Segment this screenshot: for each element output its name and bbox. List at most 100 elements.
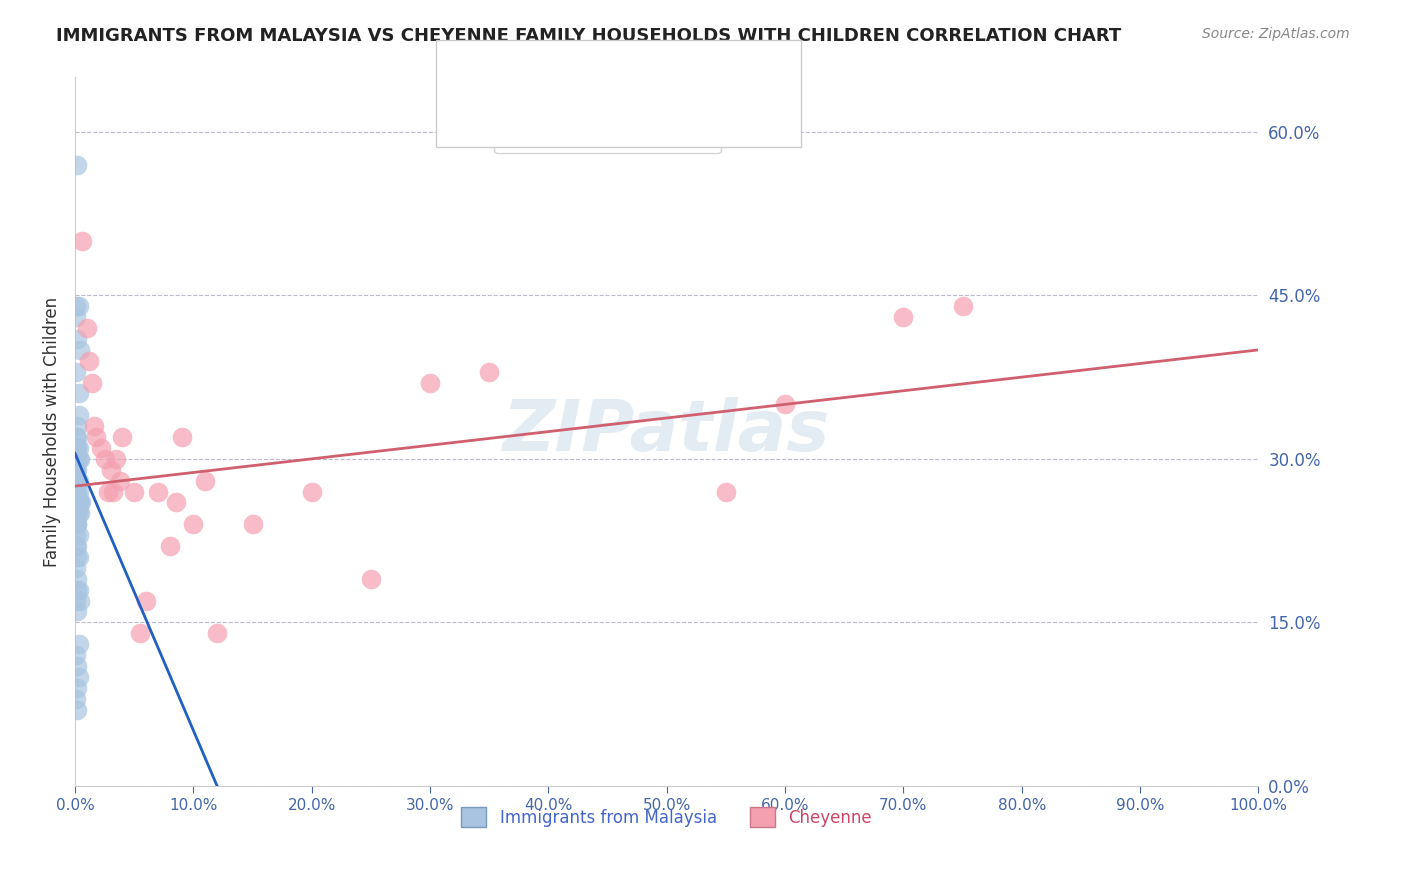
Point bbox=[67, 670, 90, 684]
Point bbox=[65, 648, 87, 662]
Point bbox=[65, 593, 87, 607]
Point bbox=[67, 495, 90, 509]
Point bbox=[66, 517, 89, 532]
Point bbox=[69, 593, 91, 607]
Point bbox=[65, 691, 87, 706]
Point bbox=[714, 484, 737, 499]
Point bbox=[66, 451, 89, 466]
Point bbox=[66, 441, 89, 455]
Point bbox=[90, 441, 112, 455]
Point bbox=[66, 332, 89, 346]
Point bbox=[67, 386, 90, 401]
Point bbox=[893, 310, 915, 325]
Point bbox=[360, 572, 382, 586]
Point bbox=[65, 484, 87, 499]
Point bbox=[66, 463, 89, 477]
Point bbox=[67, 451, 90, 466]
Point bbox=[66, 539, 89, 553]
Point bbox=[65, 365, 87, 379]
Text: Source: ZipAtlas.com: Source: ZipAtlas.com bbox=[1202, 27, 1350, 41]
Point bbox=[66, 572, 89, 586]
Point bbox=[69, 506, 91, 520]
Point bbox=[65, 539, 87, 553]
Point bbox=[69, 495, 91, 509]
Text: ZIPatlas: ZIPatlas bbox=[503, 397, 831, 467]
Point bbox=[67, 549, 90, 564]
Point bbox=[773, 397, 796, 411]
Text: IMMIGRANTS FROM MALAYSIA VS CHEYENNE FAMILY HOUSEHOLDS WITH CHILDREN CORRELATION: IMMIGRANTS FROM MALAYSIA VS CHEYENNE FAM… bbox=[56, 27, 1122, 45]
Point bbox=[66, 681, 89, 695]
Point bbox=[100, 463, 122, 477]
Point bbox=[478, 365, 501, 379]
Point bbox=[65, 561, 87, 575]
Point bbox=[66, 484, 89, 499]
Point bbox=[65, 506, 87, 520]
Point bbox=[65, 463, 87, 477]
Point bbox=[65, 463, 87, 477]
Point bbox=[129, 626, 152, 640]
Point bbox=[77, 353, 100, 368]
Point bbox=[105, 451, 128, 466]
Point bbox=[65, 310, 87, 325]
Point bbox=[67, 506, 90, 520]
Point bbox=[952, 299, 974, 313]
Point bbox=[66, 495, 89, 509]
Point bbox=[101, 484, 124, 499]
Point bbox=[70, 234, 93, 248]
Point bbox=[67, 409, 90, 423]
Point bbox=[70, 495, 93, 509]
Point bbox=[66, 430, 89, 444]
Point bbox=[65, 517, 87, 532]
Point bbox=[93, 451, 115, 466]
Point bbox=[111, 430, 134, 444]
Point bbox=[67, 299, 90, 313]
Point bbox=[66, 419, 89, 434]
Point bbox=[65, 299, 87, 313]
Point bbox=[170, 430, 193, 444]
Point bbox=[65, 528, 87, 542]
Point bbox=[76, 321, 98, 335]
Point bbox=[66, 702, 89, 716]
Point bbox=[135, 593, 157, 607]
Point bbox=[69, 451, 91, 466]
Point bbox=[66, 474, 89, 488]
Point bbox=[205, 626, 228, 640]
Point bbox=[67, 582, 90, 597]
Point bbox=[67, 474, 90, 488]
Point bbox=[66, 517, 89, 532]
Point bbox=[66, 506, 89, 520]
Y-axis label: Family Households with Children: Family Households with Children bbox=[44, 296, 60, 566]
Point bbox=[66, 604, 89, 618]
Point bbox=[67, 484, 90, 499]
Point bbox=[97, 484, 120, 499]
Point bbox=[83, 419, 105, 434]
Point bbox=[66, 441, 89, 455]
Point bbox=[301, 484, 323, 499]
Point bbox=[66, 474, 89, 488]
Legend: Immigrants from Malaysia, Cheyenne: Immigrants from Malaysia, Cheyenne bbox=[454, 800, 879, 834]
Point bbox=[67, 637, 90, 651]
Point bbox=[65, 474, 87, 488]
Point bbox=[108, 474, 131, 488]
Point bbox=[65, 430, 87, 444]
Point bbox=[66, 158, 89, 172]
Point bbox=[80, 376, 103, 390]
Point bbox=[165, 495, 187, 509]
Point bbox=[419, 376, 441, 390]
Point bbox=[194, 474, 217, 488]
Point bbox=[86, 430, 108, 444]
Point bbox=[67, 528, 90, 542]
Point bbox=[65, 441, 87, 455]
Point bbox=[183, 517, 205, 532]
Point bbox=[242, 517, 264, 532]
Point bbox=[66, 582, 89, 597]
Point bbox=[146, 484, 169, 499]
Point bbox=[67, 441, 90, 455]
Point bbox=[122, 484, 145, 499]
Point bbox=[69, 343, 91, 357]
Point bbox=[66, 549, 89, 564]
Point bbox=[66, 659, 89, 673]
Point bbox=[65, 484, 87, 499]
Point bbox=[159, 539, 181, 553]
Point bbox=[67, 495, 90, 509]
